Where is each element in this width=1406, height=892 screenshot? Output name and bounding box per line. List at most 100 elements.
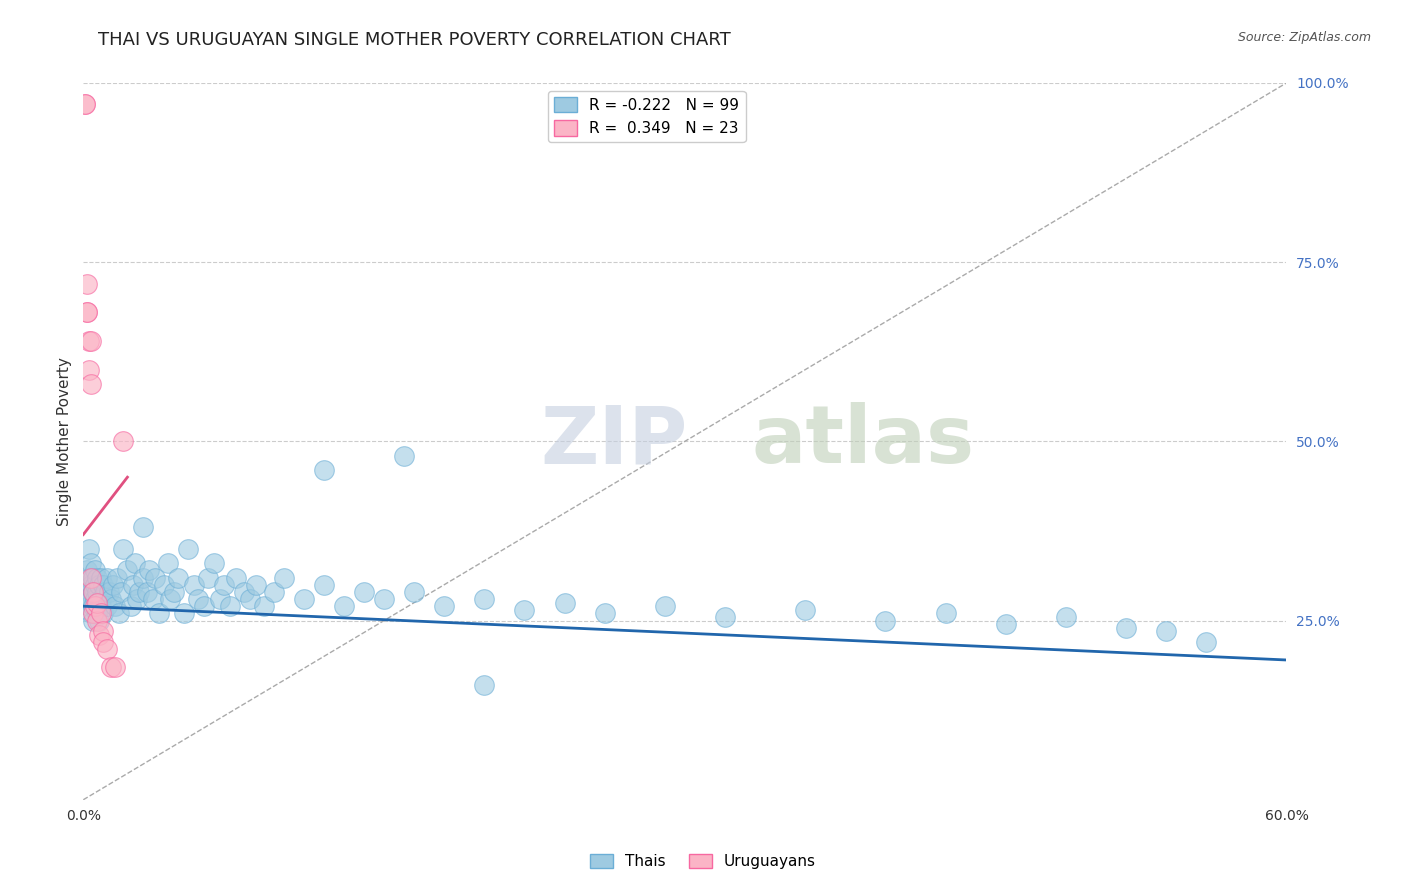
Point xyxy=(96,570,118,584)
Point xyxy=(79,599,101,614)
Point xyxy=(312,463,335,477)
Point xyxy=(513,603,536,617)
Point xyxy=(79,362,101,376)
Legend: R = -0.222   N = 99, R =  0.349   N = 23: R = -0.222 N = 99, R = 0.349 N = 23 xyxy=(548,91,745,143)
Point xyxy=(80,376,103,391)
Point xyxy=(187,592,209,607)
Point xyxy=(90,570,112,584)
Point xyxy=(156,556,179,570)
Point xyxy=(159,592,181,607)
Point xyxy=(80,556,103,570)
Point xyxy=(122,578,145,592)
Point xyxy=(93,624,115,639)
Point xyxy=(84,563,107,577)
Point xyxy=(89,599,111,614)
Legend: Thais, Uruguayans: Thais, Uruguayans xyxy=(583,848,823,875)
Point xyxy=(292,592,315,607)
Point xyxy=(145,570,167,584)
Point xyxy=(105,570,128,584)
Text: ZIP: ZIP xyxy=(540,402,688,481)
Point xyxy=(128,585,150,599)
Point xyxy=(176,541,198,556)
Point xyxy=(79,570,101,584)
Point xyxy=(103,578,125,592)
Point xyxy=(117,563,139,577)
Point xyxy=(312,578,335,592)
Point xyxy=(108,607,131,621)
Point xyxy=(152,578,174,592)
Point xyxy=(120,599,142,614)
Point xyxy=(245,578,267,592)
Point xyxy=(225,570,247,584)
Point xyxy=(212,578,235,592)
Point xyxy=(173,607,195,621)
Point xyxy=(994,617,1017,632)
Point xyxy=(84,578,107,592)
Point xyxy=(218,599,240,614)
Point xyxy=(75,97,97,112)
Text: Source: ZipAtlas.com: Source: ZipAtlas.com xyxy=(1237,31,1371,45)
Point xyxy=(79,585,101,599)
Point xyxy=(263,585,285,599)
Point xyxy=(112,541,135,556)
Point xyxy=(1195,635,1218,649)
Point xyxy=(353,585,375,599)
Point xyxy=(654,599,676,614)
Point xyxy=(86,596,108,610)
Point xyxy=(89,614,111,628)
Point xyxy=(124,556,146,570)
Point xyxy=(82,585,104,599)
Point xyxy=(794,603,817,617)
Point xyxy=(79,334,101,348)
Point xyxy=(86,607,108,621)
Point xyxy=(162,585,184,599)
Point xyxy=(80,570,103,584)
Point xyxy=(76,578,98,592)
Point xyxy=(132,520,155,534)
Point xyxy=(239,592,262,607)
Point xyxy=(93,635,115,649)
Point xyxy=(82,570,104,584)
Text: atlas: atlas xyxy=(751,402,974,481)
Point xyxy=(82,585,104,599)
Point xyxy=(79,541,101,556)
Point xyxy=(84,592,107,607)
Point xyxy=(82,607,104,621)
Point xyxy=(1154,624,1177,639)
Point xyxy=(333,599,356,614)
Point xyxy=(392,449,415,463)
Point xyxy=(93,607,115,621)
Point xyxy=(90,592,112,607)
Point xyxy=(197,570,219,584)
Point xyxy=(76,305,98,319)
Point xyxy=(433,599,456,614)
Point xyxy=(93,578,115,592)
Point xyxy=(1054,610,1077,624)
Point xyxy=(935,607,957,621)
Point xyxy=(127,592,149,607)
Point xyxy=(84,599,107,614)
Point xyxy=(232,585,254,599)
Text: THAI VS URUGUAYAN SINGLE MOTHER POVERTY CORRELATION CHART: THAI VS URUGUAYAN SINGLE MOTHER POVERTY … xyxy=(98,31,731,49)
Point xyxy=(104,660,127,674)
Point xyxy=(80,607,103,621)
Point xyxy=(554,596,576,610)
Point xyxy=(100,592,122,607)
Point xyxy=(100,660,122,674)
Point xyxy=(75,592,97,607)
Point xyxy=(89,628,111,642)
Point xyxy=(104,599,127,614)
Point xyxy=(138,563,160,577)
Point xyxy=(75,97,97,112)
Point xyxy=(136,585,159,599)
Point xyxy=(96,599,118,614)
Point xyxy=(76,305,98,319)
Point xyxy=(208,592,231,607)
Point xyxy=(86,585,108,599)
Point xyxy=(94,585,117,599)
Point xyxy=(142,592,165,607)
Point xyxy=(82,614,104,628)
Point xyxy=(593,607,616,621)
Point xyxy=(80,334,103,348)
Point xyxy=(472,678,495,692)
